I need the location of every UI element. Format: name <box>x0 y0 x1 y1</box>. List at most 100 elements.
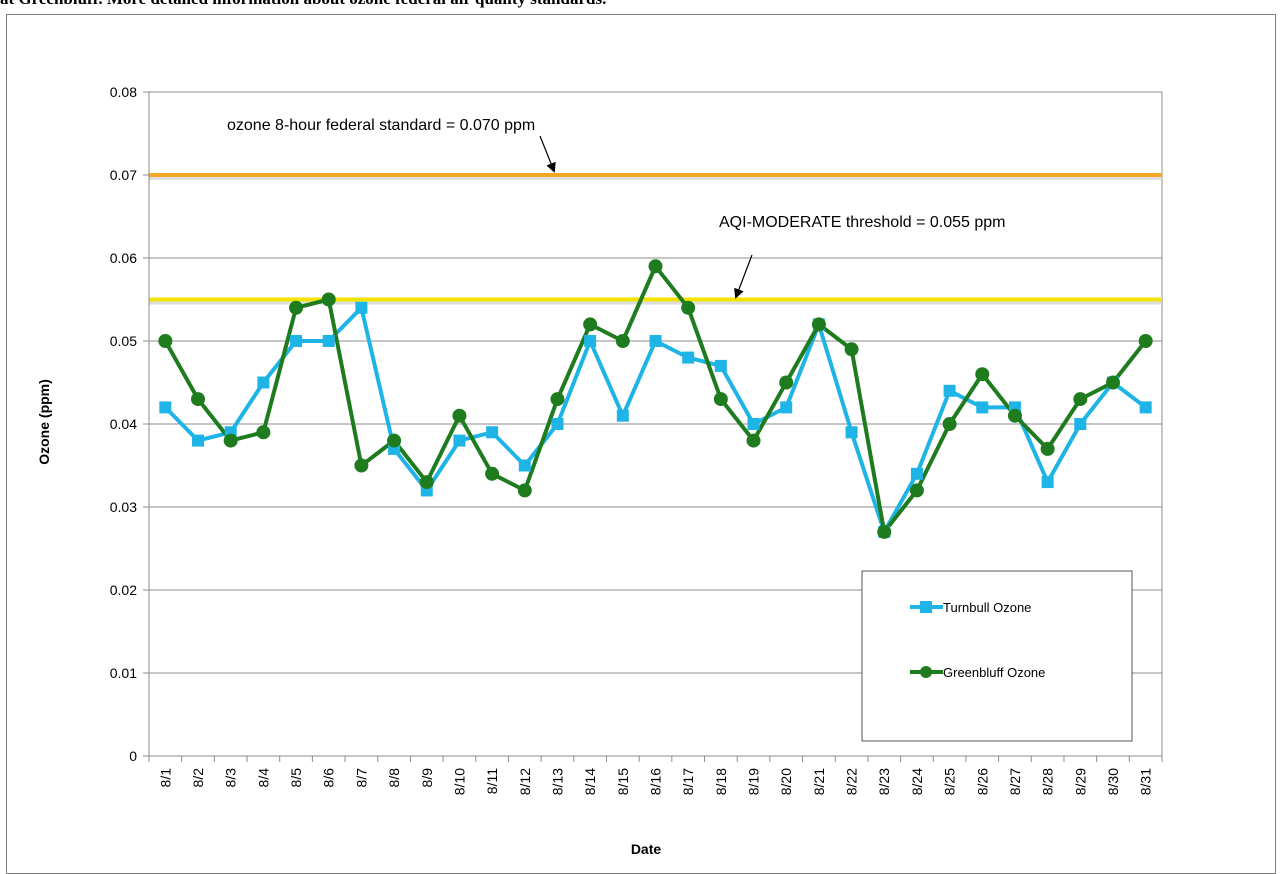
aqi-threshold-arrow <box>734 254 753 299</box>
x-tick-label: 8/21 <box>811 768 827 795</box>
data-point-greenbluff <box>648 259 663 274</box>
x-tick-label: 8/6 <box>321 768 337 788</box>
data-point-greenbluff <box>877 524 892 539</box>
data-point-turnbull <box>453 434 466 447</box>
data-point-greenbluff <box>550 392 565 407</box>
series-layer <box>158 259 1153 539</box>
data-point-turnbull <box>616 409 629 422</box>
y-tick-label: 0.07 <box>110 167 137 183</box>
data-point-greenbluff <box>1105 375 1120 390</box>
data-point-greenbluff <box>517 483 532 498</box>
x-tick-label: 8/28 <box>1040 768 1056 795</box>
x-tick-label: 8/19 <box>746 768 762 795</box>
data-point-turnbull <box>159 401 172 414</box>
data-point-turnbull <box>910 467 923 480</box>
data-point-greenbluff <box>681 300 696 315</box>
y-tick-label: 0.03 <box>110 499 137 515</box>
data-point-greenbluff <box>289 300 304 315</box>
y-axis-title: Ozone (ppm) <box>36 379 52 465</box>
legend-item-turnbull <box>910 601 943 613</box>
x-tick-label: 8/3 <box>223 768 239 788</box>
data-point-turnbull <box>257 376 270 389</box>
data-point-greenbluff <box>485 466 500 481</box>
legend-item-greenbluff <box>910 666 943 678</box>
data-point-turnbull <box>486 426 499 439</box>
data-point-turnbull <box>714 359 727 372</box>
legend-label-greenbluff: Greenbluff Ozone <box>943 665 1045 680</box>
x-tick-label: 8/20 <box>778 768 794 795</box>
x-tick-label: 8/2 <box>190 768 206 788</box>
data-point-greenbluff <box>615 334 630 348</box>
y-tick-label: 0.06 <box>110 250 137 266</box>
data-point-greenbluff <box>583 317 598 332</box>
x-tick-label: 8/27 <box>1007 768 1023 795</box>
data-point-greenbluff <box>158 334 173 348</box>
legend-label-turnbull: Turnbull Ozone <box>943 600 1031 615</box>
ozone-line-chart: 00.010.020.030.040.050.060.070.088/1 8/2 8… <box>36 84 1163 857</box>
x-tick-label: 8/14 <box>582 768 598 795</box>
aqi-threshold-annotation: AQI-MODERATE threshold = 0.055 ppm <box>719 214 1005 231</box>
data-point-greenbluff <box>1073 392 1088 407</box>
x-tick-label: 8/31 <box>1138 768 1154 795</box>
x-tick-label: 8/7 <box>353 768 369 788</box>
x-tick-label: 8/8 <box>386 768 402 788</box>
data-point-turnbull <box>584 335 597 347</box>
data-point-greenbluff <box>811 317 826 332</box>
x-tick-label: 8/13 <box>549 768 565 795</box>
x-tick-label: 8/12 <box>517 768 533 795</box>
y-tick-label: 0.04 <box>110 416 137 432</box>
data-point-turnbull <box>943 384 956 397</box>
data-point-turnbull <box>1074 418 1087 430</box>
x-tick-label: 8/24 <box>909 768 925 795</box>
x-tick-label: 8/18 <box>713 768 729 795</box>
federal-standard-annotation: ozone 8-hour federal standard = 0.070 pp… <box>227 117 535 134</box>
y-tick-label: 0 <box>129 748 137 764</box>
data-point-greenbluff <box>1138 334 1153 348</box>
data-point-turnbull <box>355 301 368 314</box>
x-tick-label: 8/4 <box>255 768 271 788</box>
x-tick-label: 8/9 <box>419 768 435 788</box>
page-caption: at Greenbluff. More detailed information… <box>0 0 1283 9</box>
x-tick-label: 8/16 <box>648 768 664 795</box>
x-tick-label: 8/17 <box>680 768 696 795</box>
data-point-turnbull <box>682 351 695 364</box>
data-point-greenbluff <box>942 417 957 431</box>
x-tick-label: 8/30 <box>1105 768 1121 795</box>
x-tick-label: 8/5 <box>288 768 304 788</box>
data-point-turnbull <box>322 335 335 347</box>
federal-standard-arrow <box>539 135 556 173</box>
legend-marker-turnbull <box>920 601 932 613</box>
data-point-turnbull <box>192 434 205 447</box>
reference-lines <box>149 173 1162 305</box>
data-point-greenbluff <box>975 367 990 382</box>
data-point-greenbluff <box>452 408 467 423</box>
data-point-greenbluff <box>779 375 794 390</box>
chart-legend: Turnbull Ozone Greenbluff Ozone <box>861 570 1133 742</box>
data-point-turnbull <box>976 401 989 414</box>
data-point-turnbull <box>551 418 564 430</box>
data-point-turnbull <box>1139 401 1152 414</box>
data-point-greenbluff <box>256 425 271 440</box>
data-point-greenbluff <box>1007 408 1022 423</box>
x-tick-label: 8/22 <box>844 768 860 795</box>
x-tick-label: 8/29 <box>1072 768 1088 795</box>
data-point-greenbluff <box>1040 441 1055 456</box>
data-point-greenbluff <box>844 342 859 357</box>
data-point-turnbull <box>1041 476 1054 489</box>
x-tick-label: 8/25 <box>942 768 958 795</box>
data-point-greenbluff <box>354 458 369 473</box>
x-tick-label: 8/1 <box>157 768 173 788</box>
legend-marker-greenbluff <box>920 666 932 678</box>
series-line-greenbluff <box>163 264 1148 534</box>
x-tick-label: 8/11 <box>484 768 500 794</box>
x-tick-label: 8/10 <box>451 768 467 795</box>
x-tick-label: 8/23 <box>876 768 892 795</box>
y-tick-label: 0.02 <box>110 582 137 598</box>
data-point-turnbull <box>518 459 531 472</box>
legend-box <box>861 570 1133 742</box>
y-tick-label: 0.01 <box>110 665 137 681</box>
data-point-turnbull <box>845 426 858 439</box>
data-point-turnbull <box>290 335 303 347</box>
data-point-turnbull <box>780 401 793 414</box>
data-point-greenbluff <box>223 433 238 448</box>
